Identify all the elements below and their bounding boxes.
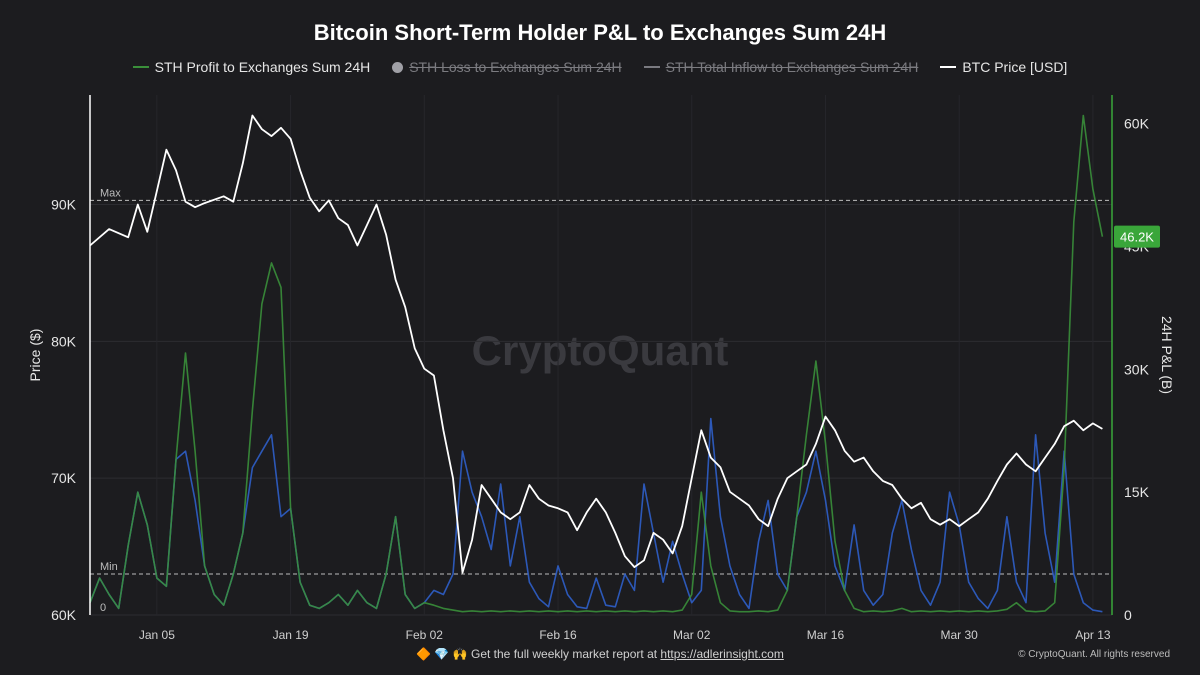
x-tick-label: Jan 05: [139, 628, 175, 642]
last-value-badge-bg: [1114, 225, 1160, 248]
reference-label-max: Max: [100, 187, 121, 199]
footer: 🔶 💎 🙌 Get the full weekly market report …: [0, 647, 1200, 661]
x-tick-label: Jan 19: [273, 628, 309, 642]
y-left-tick-label: 80K: [51, 333, 77, 349]
x-tick-label: Feb 16: [539, 628, 577, 642]
legend-item-sth-loss[interactable]: STH Loss to Exchanges Sum 24H: [392, 59, 622, 75]
reference-lines: Max Min 0: [90, 187, 1112, 614]
x-tick-label: Mar 30: [940, 628, 978, 642]
watermark: CryptoQuant: [472, 327, 729, 374]
x-tick-label: Mar 16: [807, 628, 845, 642]
legend-swatch-line: [132, 66, 149, 68]
y-right-tick-label: 0: [1124, 607, 1132, 623]
series-line-sth-profit-to-exchanges-sum-24h: [89, 114, 1104, 613]
y-right-tick-label: 15K: [1124, 484, 1150, 500]
footer-icons: 🔶 💎 🙌: [416, 647, 468, 661]
x-tick-label: Mar 02: [673, 628, 711, 642]
legend-label: STH Profit to Exchanges Sum 24H: [154, 59, 371, 75]
copyright: © CryptoQuant. All rights reserved: [1018, 649, 1170, 660]
legend-swatch-dot: [392, 61, 404, 73]
legend-swatch-line: [940, 66, 957, 68]
footer-link[interactable]: https://adlerinsight.com: [660, 647, 784, 661]
y-left-tick-label: 90K: [51, 196, 77, 212]
last-value-badge: 46.2K: [1114, 225, 1160, 248]
legend-label: BTC Price [USD]: [962, 59, 1068, 75]
last-value-badge-label: 46.2K: [1120, 230, 1154, 245]
y-right-tick-label: 60K: [1124, 116, 1150, 132]
series-layer: [89, 114, 1104, 613]
legend: STH Profit to Exchanges Sum 24H STH Loss…: [0, 59, 1200, 75]
x-tick-label: Apr 13: [1075, 628, 1111, 642]
y-left-tick-label: 70K: [51, 470, 77, 486]
chart-title: Bitcoin Short-Term Holder P&L to Exchang…: [313, 20, 887, 45]
y-axis-left-label: Price ($): [27, 329, 43, 382]
zero-label: 0: [100, 602, 106, 614]
legend-item-btc-price[interactable]: BTC Price [USD]: [940, 59, 1067, 75]
legend-item-sth-profit[interactable]: STH Profit to Exchanges Sum 24H: [132, 59, 371, 75]
footer-text: Get the full weekly market report at: [471, 647, 658, 661]
y-right-tick-label: 30K: [1124, 361, 1150, 377]
reference-label-min: Min: [100, 561, 118, 573]
y-axis-right-label: 24H P&L (B): [1159, 316, 1175, 394]
y-left-tick-label: 60K: [51, 607, 77, 623]
series-line-btc-price-usd: [89, 114, 1103, 574]
legend-item-sth-total-inflow[interactable]: STH Total Inflow to Exchanges Sum 24H: [643, 59, 919, 75]
series-line-blue-inflow-series: [89, 417, 1103, 613]
x-tick-label: Feb 02: [406, 628, 444, 642]
legend-label: STH Loss to Exchanges Sum 24H: [409, 59, 622, 75]
legend-label: STH Total Inflow to Exchanges Sum 24H: [665, 59, 919, 75]
legend-swatch-line: [643, 66, 660, 68]
